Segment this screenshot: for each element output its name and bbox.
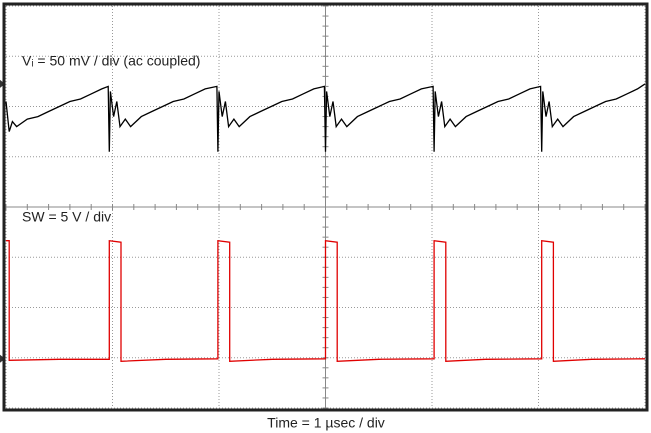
- x-axis-label: Time = 1 µsec / div: [267, 415, 385, 431]
- waveform: [6, 239, 646, 362]
- waveform: [5, 83, 646, 152]
- series-label: SW = 5 V / div: [22, 209, 111, 225]
- frame: [2, 2, 649, 412]
- series-label: Vᵢ = 50 mV / div (ac coupled): [22, 53, 200, 69]
